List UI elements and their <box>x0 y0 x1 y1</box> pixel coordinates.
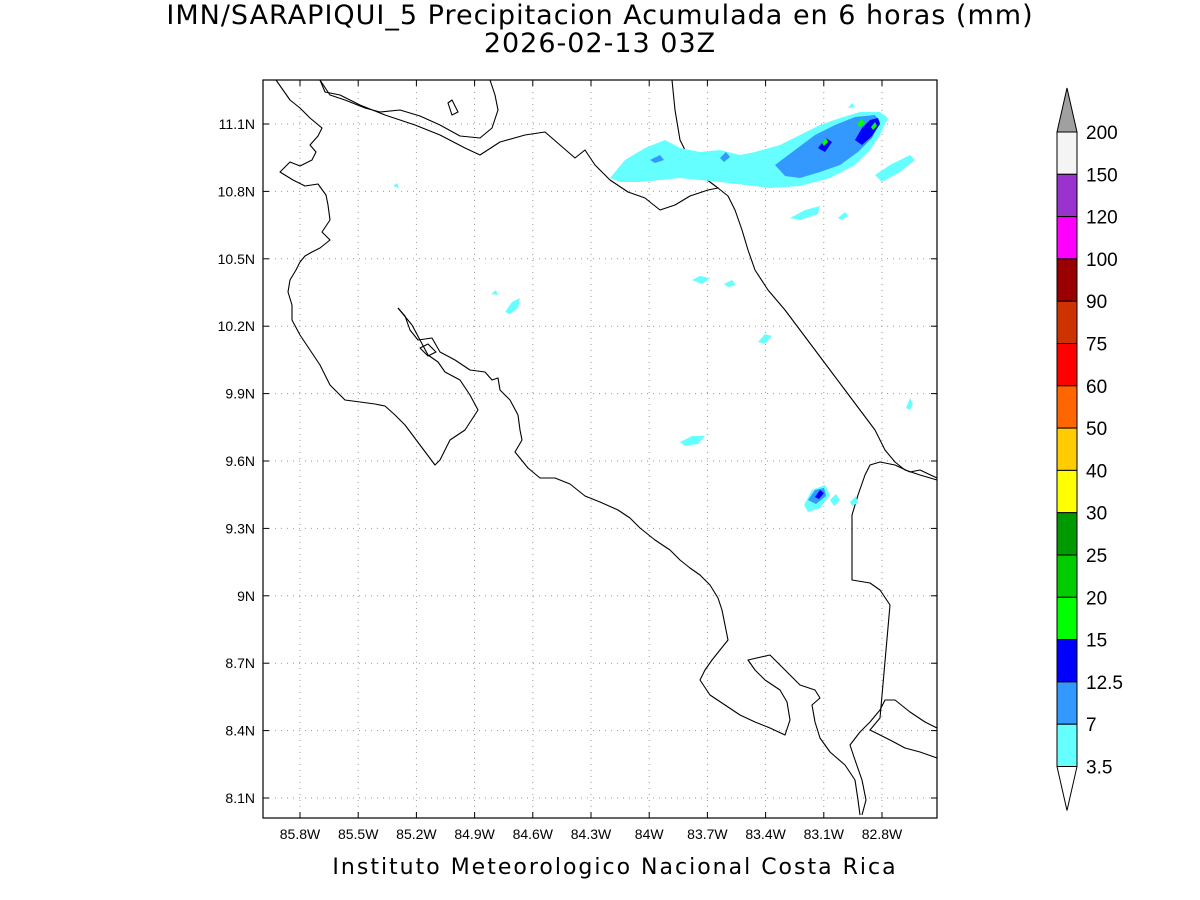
precip-area-3p5 <box>790 206 820 220</box>
colorbar-label: 100 <box>1086 250 1118 271</box>
lon-tick-label: 84.3W <box>571 826 612 842</box>
precip-area-3p5 <box>906 398 913 410</box>
coastlines <box>275 79 938 816</box>
colorbar-swatch <box>1056 723 1078 768</box>
precip-area-15 <box>822 138 828 146</box>
colorbar-bottom-arrow <box>1056 766 1078 811</box>
lon-tick-label: 84.9W <box>454 826 495 842</box>
lat-tick-label: 9.3N <box>225 520 255 536</box>
colorbar-label: 120 <box>1086 208 1118 229</box>
precipitation-contours <box>393 103 915 512</box>
lon-tick-label: 85.5W <box>338 826 379 842</box>
colorbar-label: 12.5 <box>1086 673 1123 694</box>
lon-tick-label: 85.8W <box>280 826 321 842</box>
lon-ticks: 85.8W 85.5W 85.2W 84.9W 84.6W 84.3W 84W 83.7W 83… <box>280 80 903 842</box>
nicaragua-border <box>319 79 719 211</box>
nicaragua-pacific-coast <box>275 79 479 466</box>
lon-tick-label: 85.2W <box>396 826 437 842</box>
precip-area-3p5 <box>491 290 498 295</box>
precip-area-12p5 <box>815 490 824 499</box>
lat-tick-label: 8.4N <box>225 723 255 739</box>
colorbar-label: 150 <box>1086 165 1118 186</box>
burica-peninsula <box>849 699 938 816</box>
lake-nicaragua-shore <box>319 79 499 139</box>
lat-tick-label: 10.5N <box>218 251 255 267</box>
colorbar-label: 25 <box>1086 546 1107 567</box>
lon-tick-label: 83.1W <box>804 826 845 842</box>
map-title: IMN/SARAPIQUI_5 Precipitacion Acumulada … <box>0 2 1200 58</box>
lake-island <box>447 99 459 116</box>
precip-area-3p5 <box>850 496 858 506</box>
precip-area-3p5 <box>505 298 520 314</box>
colorbar-label: 50 <box>1086 419 1107 440</box>
precip-area-3p5 <box>680 436 705 446</box>
colorbar-swatch <box>1056 639 1078 683</box>
precip-area-15 <box>871 122 877 130</box>
colorbar-label: 7 <box>1086 715 1097 736</box>
precip-area-7 <box>650 155 664 163</box>
map-footer-credit: Instituto Meteorologico Nacional Costa R… <box>332 855 898 880</box>
title-line-1: IMN/SARAPIQUI_5 Precipitacion Acumulada … <box>166 0 1034 31</box>
nicoya-bay <box>397 307 861 816</box>
colorbar: 200 150 120 100 90 75 60 50 40 30 25 20 15 12.5 7 3.5 <box>1056 87 1123 811</box>
colorbar-label: 40 <box>1086 461 1107 482</box>
colorbar-swatch <box>1056 216 1078 260</box>
lat-tick-label: 10.2N <box>218 318 255 334</box>
colorbar-swatch <box>1056 173 1078 218</box>
colorbar-swatch <box>1056 512 1078 556</box>
lon-tick-label: 83.4W <box>745 826 786 842</box>
colorbar-swatch <box>1056 469 1078 514</box>
colorbar-label: 15 <box>1086 631 1107 652</box>
precip-area-3p5 <box>838 212 848 220</box>
colorbar-swatch <box>1056 385 1078 429</box>
lat-tick-label: 9.9N <box>225 386 255 402</box>
lat-tick-label: 9.6N <box>225 453 255 469</box>
colorbar-label: 200 <box>1086 123 1118 144</box>
lat-tick-label: 8.7N <box>225 655 255 671</box>
precip-area-3p5 <box>692 276 710 284</box>
lat-ticks: 11.1N 10.8N 10.5N 10.2N 9.9N 9.6N 9.3N 9N 8.7N 8.… <box>218 116 937 806</box>
colorbar-swatch <box>1056 554 1078 598</box>
colorbar-swatch <box>1056 258 1078 302</box>
precip-area-3p5 <box>393 183 399 188</box>
precip-area-3p5 <box>830 494 840 506</box>
colorbar-swatch <box>1056 427 1078 471</box>
colorbar-top-arrow <box>1056 87 1078 133</box>
precip-area-3p5 <box>875 155 915 182</box>
lat-tick-label: 10.8N <box>218 183 255 199</box>
colorbar-swatch <box>1056 681 1078 725</box>
colorbar-swatch <box>1056 596 1078 641</box>
colorbar-label: 20 <box>1086 588 1107 609</box>
lon-tick-label: 84.6W <box>513 826 554 842</box>
precip-area-15 <box>857 119 865 127</box>
title-line-2: 2026-02-13 03Z <box>483 28 717 59</box>
colorbar-label: 30 <box>1086 504 1107 525</box>
lat-tick-label: 9N <box>237 588 255 604</box>
precip-area-3p5 <box>758 334 772 344</box>
colorbar-label: 60 <box>1086 377 1107 398</box>
precip-area-3p5 <box>724 280 736 287</box>
lon-tick-label: 82.8W <box>862 826 903 842</box>
lat-tick-label: 11.1N <box>219 116 255 132</box>
colorbar-label: 90 <box>1086 292 1107 313</box>
precip-area-7 <box>720 152 730 162</box>
precip-area-3p5 <box>848 103 855 108</box>
map-frame <box>262 79 938 819</box>
lon-tick-label: 84W <box>635 826 665 842</box>
nicoya-island <box>419 343 437 357</box>
colorbar-label: 3.5 <box>1086 758 1112 779</box>
lat-tick-label: 8.1N <box>225 790 255 806</box>
lon-tick-label: 83.7W <box>687 826 728 842</box>
colorbar-swatch <box>1056 131 1078 175</box>
colorbar-swatch <box>1056 343 1078 387</box>
colorbar-swatch <box>1056 300 1078 345</box>
panama-border-pacific <box>851 461 938 759</box>
grid-lines <box>263 80 937 818</box>
colorbar-label: 75 <box>1086 335 1107 356</box>
